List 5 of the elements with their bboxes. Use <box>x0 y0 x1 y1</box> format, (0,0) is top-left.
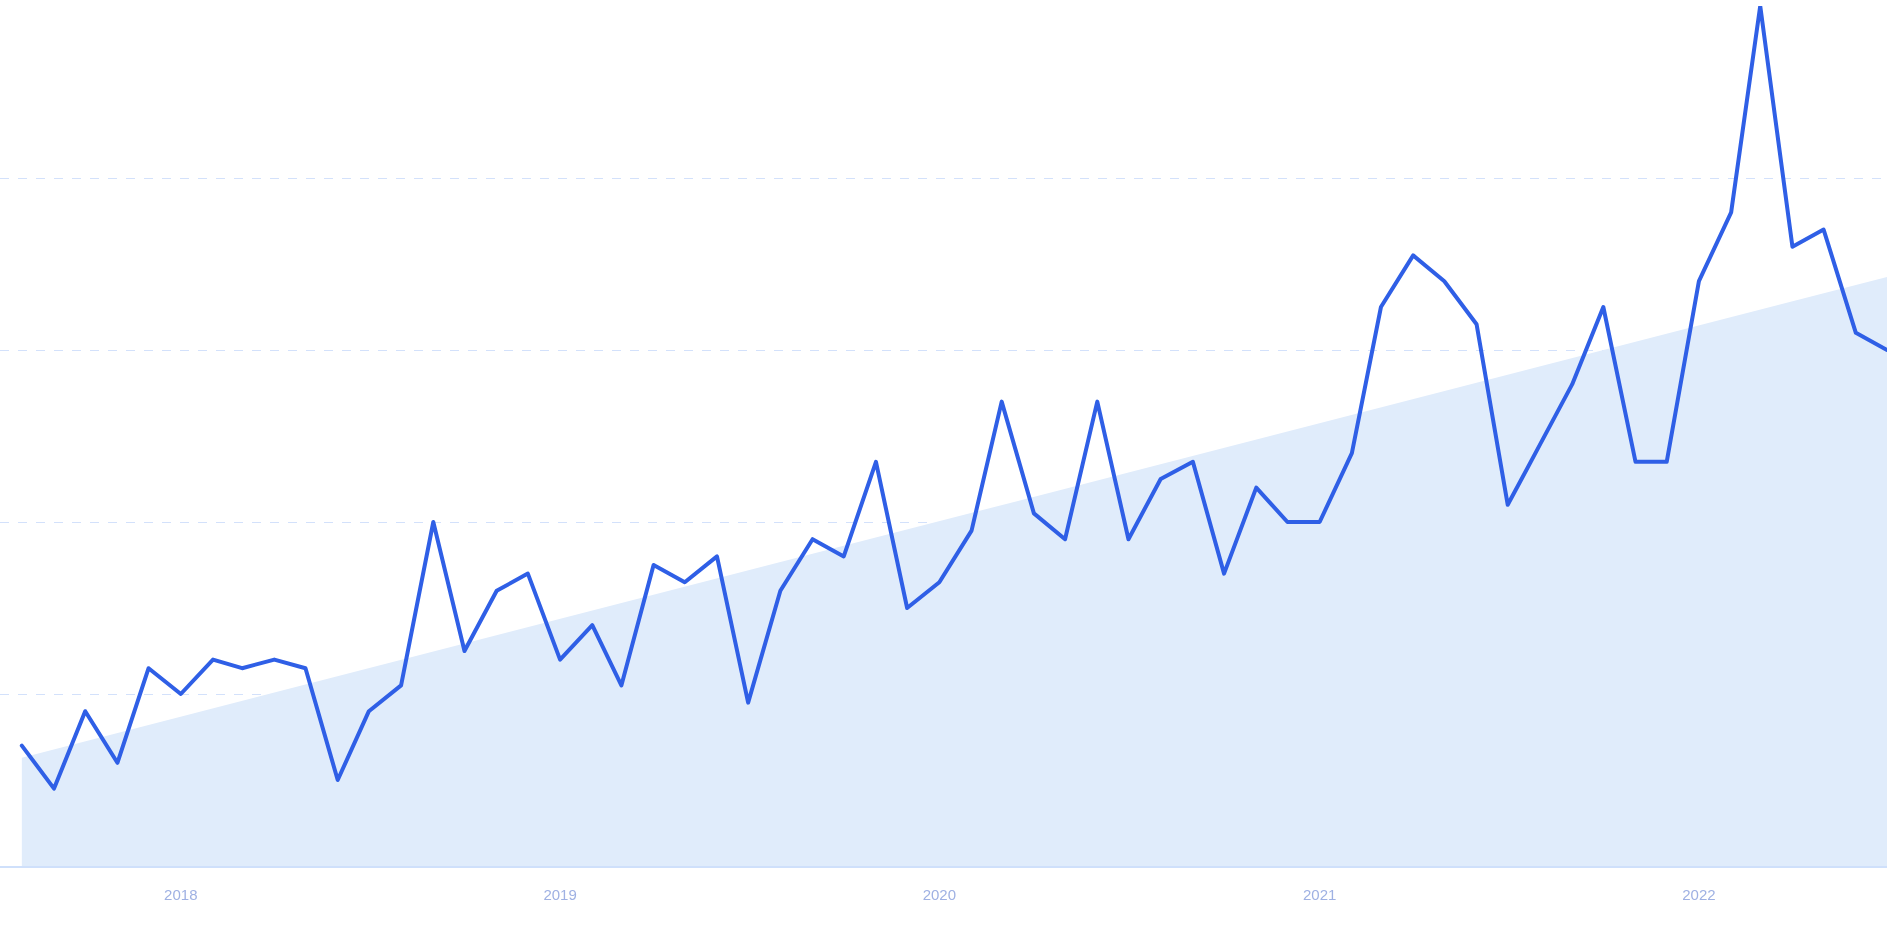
x-tick-label: 2018 <box>164 886 198 903</box>
x-tick-label: 2019 <box>543 886 577 903</box>
x-tick-label: 2020 <box>922 886 957 903</box>
x-tick-label: 2021 <box>1302 886 1337 903</box>
x-tick-label: 2022 <box>1682 886 1716 903</box>
